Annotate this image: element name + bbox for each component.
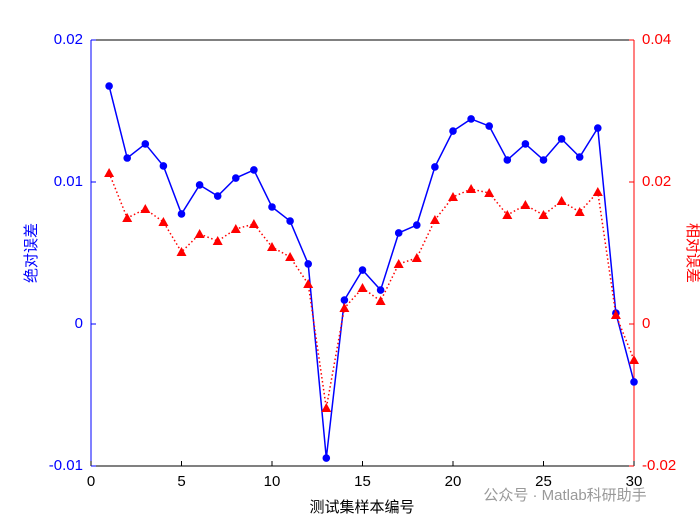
marker	[158, 216, 169, 226]
marker	[393, 259, 404, 269]
marker	[248, 219, 259, 229]
marker	[557, 135, 566, 143]
x-tick-label: 25	[535, 473, 552, 490]
marker	[303, 279, 314, 289]
marker	[485, 122, 494, 130]
y2-tick-label: -0.02	[642, 457, 676, 474]
watermark: 公众号 · Matlab科研助手	[483, 487, 646, 504]
marker	[177, 210, 186, 218]
marker	[195, 181, 204, 189]
marker	[538, 210, 549, 220]
marker	[286, 217, 294, 225]
marker	[448, 191, 458, 201]
marker	[539, 156, 548, 164]
x-tick-label: 0	[87, 473, 95, 490]
marker	[104, 167, 115, 177]
y2-tick-label: 0.04	[642, 31, 671, 48]
marker	[411, 252, 422, 262]
marker	[502, 210, 513, 220]
y-tick-label: 0.01	[54, 173, 83, 190]
marker	[285, 251, 296, 261]
marker	[194, 228, 205, 238]
marker	[413, 221, 421, 229]
marker	[176, 247, 187, 257]
marker	[212, 236, 223, 246]
marker	[575, 153, 584, 161]
marker	[630, 378, 638, 386]
marker	[375, 295, 386, 305]
marker	[594, 124, 602, 132]
marker	[376, 286, 385, 294]
marker	[250, 166, 258, 174]
marker	[592, 187, 603, 197]
marker	[340, 296, 349, 304]
marker	[574, 207, 585, 217]
marker	[520, 200, 531, 210]
marker	[431, 163, 439, 171]
marker	[159, 162, 168, 170]
series-line	[108, 85, 635, 459]
y-tick-label: -0.01	[49, 457, 83, 474]
y2-tick-label: 0.02	[642, 173, 671, 190]
y-tick-label: 0.02	[54, 31, 83, 48]
marker	[357, 283, 368, 293]
marker	[304, 260, 313, 268]
y-axis-label: 绝对误差	[23, 223, 40, 283]
x-tick-label: 30	[626, 473, 643, 490]
marker	[105, 82, 113, 90]
marker	[484, 188, 495, 198]
y2-axis-label: 相对误差	[684, 223, 700, 283]
marker	[466, 184, 477, 194]
marker	[610, 309, 621, 319]
marker	[503, 156, 512, 164]
series-line	[108, 172, 635, 409]
x-tick-label: 10	[264, 473, 281, 490]
marker	[232, 174, 240, 182]
marker	[467, 115, 475, 123]
marker	[449, 127, 457, 135]
marker	[394, 229, 403, 237]
marker	[358, 266, 367, 274]
x-tick-label: 5	[177, 473, 185, 490]
marker	[140, 203, 151, 213]
marker	[230, 224, 241, 234]
marker	[268, 203, 276, 211]
marker	[521, 140, 530, 148]
marker	[322, 454, 331, 462]
x-axis-label: 测试集样本编号	[309, 499, 414, 516]
marker	[141, 140, 150, 148]
marker	[321, 402, 332, 412]
marker	[122, 212, 133, 222]
marker	[429, 214, 440, 224]
marker	[267, 241, 277, 251]
y-tick-label: 0	[75, 315, 83, 332]
x-tick-label: 15	[354, 473, 371, 490]
marker	[556, 196, 567, 206]
marker	[123, 154, 131, 162]
marker	[213, 192, 222, 200]
x-tick-label: 20	[445, 473, 462, 490]
y2-tick-label: 0	[642, 315, 650, 332]
marker	[339, 303, 350, 313]
marker	[629, 354, 639, 364]
